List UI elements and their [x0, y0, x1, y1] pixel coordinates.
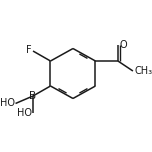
Text: F: F — [26, 45, 32, 55]
Text: CH₃: CH₃ — [134, 66, 152, 76]
Text: O: O — [119, 40, 127, 50]
Text: HO: HO — [0, 98, 15, 109]
Text: B: B — [29, 91, 37, 101]
Text: HO: HO — [17, 109, 32, 118]
